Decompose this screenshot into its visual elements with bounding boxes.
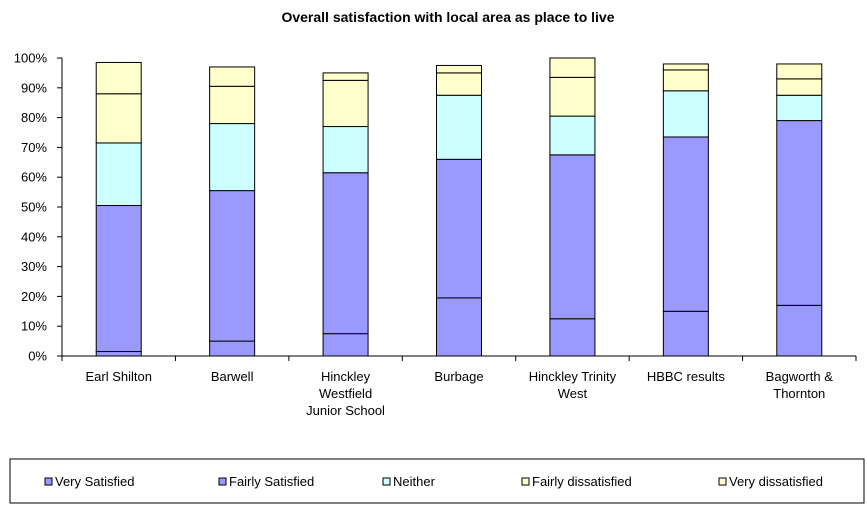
bar-segment [322,172,369,335]
bar-segment [322,333,369,357]
bar-segment [436,72,482,96]
y-tick-label: 80% [21,110,47,125]
bar-segment [662,310,709,357]
bar-segment [662,90,709,138]
y-tick-label: 100% [14,51,48,66]
legend-label: Fairly Satisfied [229,474,314,489]
x-category-label: Bagworth & Thornton [766,369,834,401]
x-category-label: Earl Shilton [85,369,151,384]
y-axis: 0% 10% 20% 30% 40% 50% 60% 70% 80% 90% 100% [14,51,63,364]
bar-segment [662,136,709,312]
legend: Very Satisfied Fairly Satisfied Neither Fai… [9,458,865,504]
y-tick-label: 10% [21,319,47,334]
bar-segment [322,126,369,174]
bar-segment [95,142,142,207]
bar-segment [209,190,256,342]
bar-segment [95,93,142,144]
bar-segment [549,318,596,357]
bar-segment [662,63,709,71]
bar-segment [436,64,482,74]
legend-swatch [521,477,530,486]
bar-segment [436,158,482,299]
bar-segment [209,66,256,87]
bar-segment [209,123,256,192]
bar-segment [662,69,709,92]
y-tick-label: 40% [21,229,47,244]
x-axis: Earl Shilton Barwell Hinckley Westfield Juni… [61,355,857,418]
bar-segment [549,76,596,117]
y-tick-label: 60% [21,170,47,185]
y-tick-label: 0% [28,349,47,364]
bar-segment [322,72,369,81]
legend-swatch [218,477,227,486]
bar-segment [776,78,823,96]
y-tick-label: 20% [21,289,47,304]
x-category-label: HBBC results [647,369,726,384]
bar-segment [776,63,823,80]
legend-label: Very Satisfied [55,474,135,489]
legend-swatch [44,477,53,486]
bars [95,57,823,357]
bar-segment [776,120,823,306]
y-tick-label: 50% [21,200,47,215]
x-category-label: Barwell [211,369,254,384]
legend-label: Very dissatisfied [729,474,823,489]
x-category-label: Hinckley Westfield Junior School [306,369,385,418]
bar-segment [776,94,823,122]
bar-segment [95,205,142,353]
bar-segment [322,79,369,128]
bar-segment [436,297,482,357]
legend-swatch [382,477,391,486]
legend-label: Fairly dissatisfied [532,474,632,489]
x-category-label: Burbage [434,369,483,384]
y-tick-label: 30% [21,259,47,274]
bar-segment [549,154,596,320]
bar-segment [95,61,142,95]
y-tick-label: 70% [21,140,47,155]
legend-label: Neither [393,474,436,489]
bar-segment [436,94,482,160]
bar-segment [209,85,256,125]
chart-title: Overall satisfaction with local area as … [281,9,614,25]
bar-segment [95,351,142,357]
legend-swatch [718,477,727,486]
x-category-label: Hinckley Trinity West [529,369,617,401]
bar-segment [776,304,823,357]
y-tick-label: 90% [21,80,47,95]
bar-segment [549,115,596,156]
bar-segment [209,340,256,357]
bar-segment [549,57,596,78]
